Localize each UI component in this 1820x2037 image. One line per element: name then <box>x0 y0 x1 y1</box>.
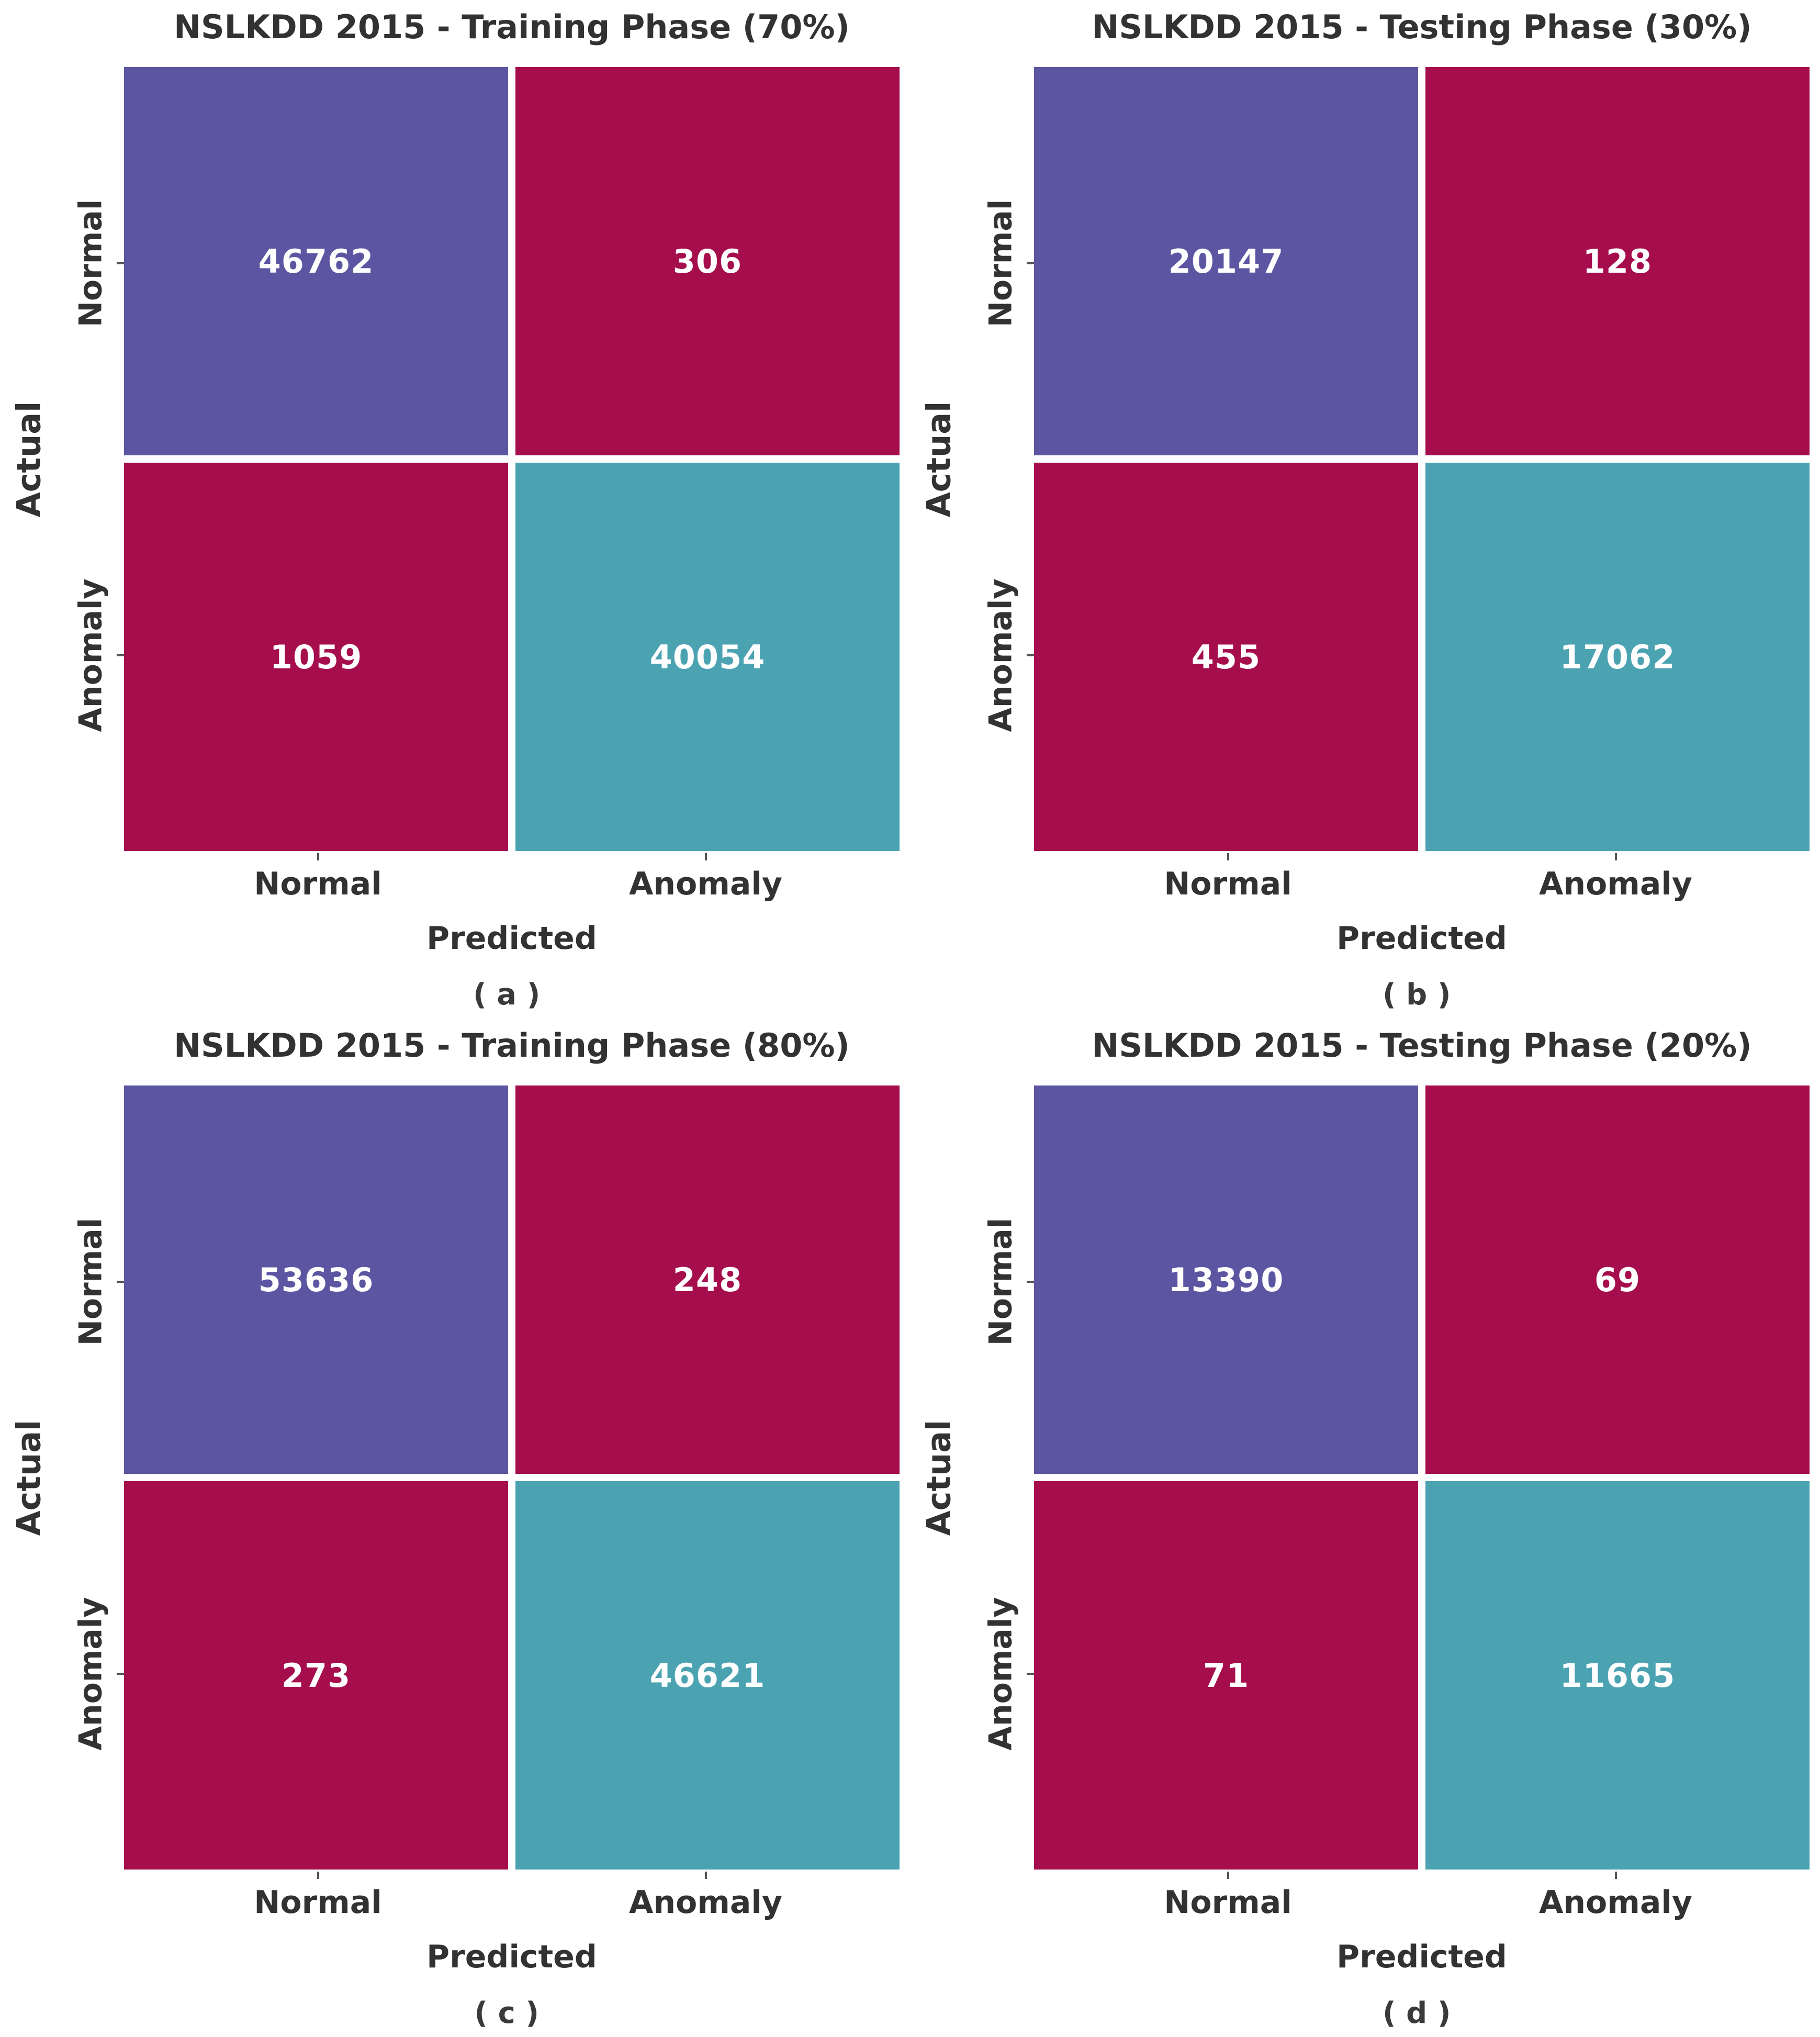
heatmap-grid: 53636 248 273 46621 <box>124 1085 900 1870</box>
cell-actual-anomaly-pred-normal: 71 <box>1034 1481 1418 1870</box>
cell-value: 69 <box>1594 1260 1641 1299</box>
cell-value: 1059 <box>269 637 363 676</box>
y-axis-label-container: Actual <box>0 1085 58 1870</box>
x-axis-label: Predicted <box>426 920 597 957</box>
y-tick-labels: Normal Anomaly <box>58 1085 124 1870</box>
x-axis-label: Predicted <box>1336 1939 1507 1975</box>
cell-actual-anomaly-pred-anomaly: 40054 <box>515 463 900 851</box>
y-axis-label-container: Actual <box>0 67 58 851</box>
cell-value: 20147 <box>1168 242 1284 281</box>
y-axis-label-container: Actual <box>910 1085 968 1870</box>
panel-title: NSLKDD 2015 - Training Phase (70%) <box>174 8 850 46</box>
x-axis-label: Predicted <box>426 1939 597 1975</box>
panel-title: NSLKDD 2015 - Training Phase (80%) <box>174 1026 850 1065</box>
x-tick-normal: Normal <box>1034 853 1422 902</box>
y-tick-normal: Normal <box>968 1085 1034 1478</box>
panel-a-training-70: NSLKDD 2015 - Training Phase (70%) Actua… <box>0 0 910 1018</box>
y-tick-label: Anomaly <box>72 1596 109 1751</box>
y-tick-labels: Normal Anomaly <box>58 67 124 851</box>
x-tick-normal: Normal <box>124 853 512 902</box>
x-tick-labels: Normal Anomaly <box>124 1872 900 1921</box>
cell-actual-normal-pred-anomaly: 306 <box>515 67 900 455</box>
y-tick-anomaly: Anomaly <box>58 459 124 851</box>
y-axis-label-container: Actual <box>910 67 968 851</box>
cell-value: 40054 <box>649 637 766 676</box>
heatmap-grid: 20147 128 455 17062 <box>1034 67 1810 851</box>
y-tick-label: Normal <box>72 199 109 327</box>
x-tick-labels: Normal Anomaly <box>1034 853 1810 902</box>
x-tick-anomaly: Anomaly <box>512 1872 900 1921</box>
y-axis-label: Actual <box>919 1419 958 1536</box>
y-tick-label: Anomaly <box>982 578 1019 732</box>
y-tick-label: Anomaly <box>72 578 109 732</box>
cell-actual-normal-pred-normal: 53636 <box>124 1085 508 1474</box>
panel-d-testing-20: NSLKDD 2015 - Testing Phase (20%) Actual… <box>910 1018 1820 2037</box>
y-axis-label: Actual <box>9 401 48 517</box>
y-tick-label: Anomaly <box>982 1596 1019 1751</box>
y-tick-labels: Normal Anomaly <box>968 67 1034 851</box>
subfigure-caption: (b) <box>1382 978 1462 1012</box>
panel-title: NSLKDD 2015 - Testing Phase (20%) <box>1092 1026 1752 1065</box>
cell-actual-anomaly-pred-anomaly: 17062 <box>1425 463 1810 851</box>
x-tick-anomaly: Anomaly <box>1422 853 1810 902</box>
cell-value: 46762 <box>258 242 374 281</box>
y-tick-normal: Normal <box>968 67 1034 459</box>
cell-actual-anomaly-pred-normal: 455 <box>1034 463 1418 851</box>
y-axis-label: Actual <box>9 1419 48 1536</box>
cell-value: 128 <box>1582 242 1653 281</box>
subfigure-caption: (d) <box>1382 1996 1462 2030</box>
x-tick-normal: Normal <box>124 1872 512 1921</box>
cell-value: 11665 <box>1559 1656 1676 1695</box>
x-tick-labels: Normal Anomaly <box>1034 1872 1810 1921</box>
x-tick-normal: Normal <box>1034 1872 1422 1921</box>
cell-actual-normal-pred-anomaly: 248 <box>515 1085 900 1474</box>
x-tick-anomaly: Anomaly <box>512 853 900 902</box>
cell-actual-anomaly-pred-anomaly: 11665 <box>1425 1481 1810 1870</box>
cell-value: 53636 <box>258 1260 374 1299</box>
cell-actual-normal-pred-normal: 20147 <box>1034 67 1418 455</box>
subfigure-caption: (a) <box>473 978 551 1012</box>
cell-value: 248 <box>672 1260 743 1299</box>
y-tick-label: Normal <box>982 199 1019 327</box>
cell-value: 306 <box>672 242 743 281</box>
panel-title: NSLKDD 2015 - Testing Phase (30%) <box>1092 8 1752 46</box>
cell-actual-normal-pred-anomaly: 69 <box>1425 1085 1810 1474</box>
cell-actual-normal-pred-normal: 46762 <box>124 67 508 455</box>
cell-actual-normal-pred-normal: 13390 <box>1034 1085 1418 1474</box>
y-tick-anomaly: Anomaly <box>58 1478 124 1870</box>
x-tick-labels: Normal Anomaly <box>124 853 900 902</box>
cell-actual-normal-pred-anomaly: 128 <box>1425 67 1810 455</box>
cell-value: 71 <box>1203 1656 1250 1695</box>
cell-value: 13390 <box>1168 1260 1284 1299</box>
y-tick-label: Normal <box>72 1217 109 1346</box>
panel-c-training-80: NSLKDD 2015 - Training Phase (80%) Actua… <box>0 1018 910 2037</box>
cell-value: 46621 <box>649 1656 766 1695</box>
y-tick-normal: Normal <box>58 1085 124 1478</box>
heatmap-grid: 13390 69 71 11665 <box>1034 1085 1810 1870</box>
heatmap-grid: 46762 306 1059 40054 <box>124 67 900 851</box>
x-tick-anomaly: Anomaly <box>1422 1872 1810 1921</box>
y-tick-anomaly: Anomaly <box>968 1478 1034 1870</box>
y-axis-label: Actual <box>919 401 958 517</box>
cell-actual-anomaly-pred-normal: 273 <box>124 1481 508 1870</box>
cell-actual-anomaly-pred-normal: 1059 <box>124 463 508 851</box>
cell-value: 455 <box>1191 637 1261 676</box>
y-tick-normal: Normal <box>58 67 124 459</box>
cell-value: 273 <box>281 1656 351 1695</box>
y-tick-anomaly: Anomaly <box>968 459 1034 851</box>
panel-b-testing-30: NSLKDD 2015 - Testing Phase (30%) Actual… <box>910 0 1820 1018</box>
cell-value: 17062 <box>1559 637 1676 676</box>
cell-actual-anomaly-pred-anomaly: 46621 <box>515 1481 900 1870</box>
x-axis-label: Predicted <box>1336 920 1507 957</box>
y-tick-labels: Normal Anomaly <box>968 1085 1034 1870</box>
y-tick-label: Normal <box>982 1217 1019 1346</box>
subfigure-caption: (c) <box>474 1996 549 2030</box>
